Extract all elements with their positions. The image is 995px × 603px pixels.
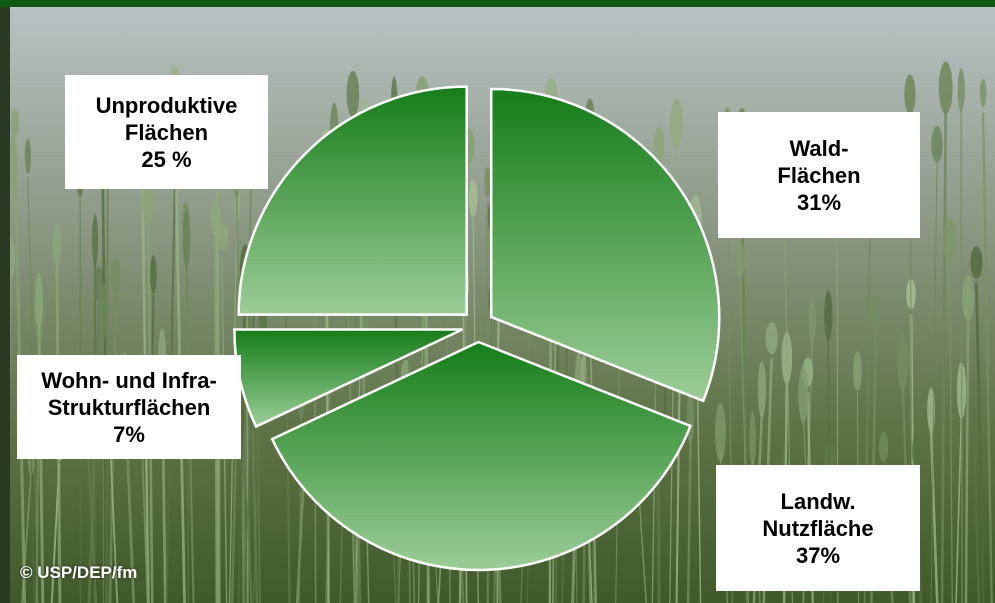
label-landw-nutzflaeche: Landw. Nutzfläche 37%	[716, 465, 920, 591]
label-line: Flächen	[777, 162, 861, 188]
top-bar	[0, 0, 995, 7]
label-line: Landw.	[780, 488, 856, 514]
label-line: Strukturflächen	[47, 394, 211, 420]
slice-landw-nutzflaeche	[270, 340, 693, 572]
label-line: Wohn- und Infra-	[41, 367, 217, 393]
label-value: 25 %	[141, 146, 192, 172]
label-line: Flächen	[124, 119, 209, 145]
slice-wald-flaechen	[489, 87, 721, 403]
label-wald-flaechen: Wald- Flächen 31%	[718, 112, 920, 238]
label-line: Wald-	[789, 135, 849, 161]
label-line: Nutzfläche	[762, 515, 874, 541]
copyright-credit: © USP/DEP/fm	[20, 563, 138, 582]
label-value: 31%	[796, 189, 842, 215]
label-line: Unproduktive	[95, 92, 238, 118]
label-wohn-infra: Wohn- und Infra- Strukturflächen 7%	[17, 355, 241, 459]
label-value: 7%	[113, 421, 145, 447]
label-value: 37%	[795, 542, 841, 568]
label-unproduktive-flaechen: Unproduktive Flächen 25 %	[65, 75, 268, 189]
slice-unproduktive-flaechen	[237, 85, 468, 316]
